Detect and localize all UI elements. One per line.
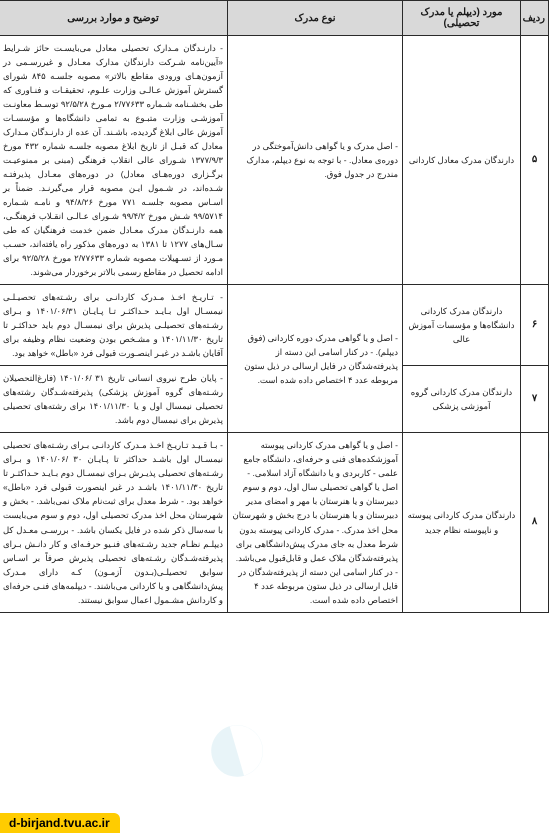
header-case: مورد (دیپلم یا مدرک تحصیلی) (404, 1, 522, 36)
table-row: ۵ دارندگان مدرک معادل کاردانی - اصل مدرک… (0, 36, 550, 285)
row-desc: - پایان طرح نیروی انسانی تاریخ ۳۱ /۱۴۰۱/… (0, 366, 229, 433)
header-row: ردیف مورد (دیپلم یا مدرک تحصیلی) نوع مدر… (0, 1, 550, 36)
row-desc: - تـاریـخ اخـذ مـدرک کاردانـی برای رشـته… (0, 285, 229, 366)
table-row: ۶ دارندگان مدرک کاردانی دانشگاه‌ها و مؤس… (0, 285, 550, 366)
row-number: ۷ (522, 366, 550, 433)
row-case: دارندگان مدرک کاردانی دانشگاه‌ها و مؤسسا… (404, 285, 522, 366)
header-num: ردیف (522, 1, 550, 36)
site-badge: d-birjand.tvu.ac.ir (0, 813, 121, 833)
row-number: ۶ (522, 285, 550, 366)
row-case: دارندگان مدرک کاردانی پیوسته و ناپیوسته … (404, 433, 522, 612)
row-case: دارندگان مدرک معادل کاردانی (404, 36, 522, 285)
row-type: - اصل مدرک و یا گواهی دانش‌آموختگی در دو… (229, 36, 404, 285)
qualifications-table: ردیف مورد (دیپلم یا مدرک تحصیلی) نوع مدر… (0, 0, 550, 613)
header-type: نوع مدرک (229, 1, 404, 36)
row-desc: - بـا قـیـد تـاریـخ اخـذ مـدرک کاردانـی … (0, 433, 229, 612)
row-desc: - دارنـدگان مـدارک تحصیلی معادل می‌بایسـ… (0, 36, 229, 285)
row-type: - اصل و یا گواهی مدرک کاردانی پیوسته آمو… (229, 433, 404, 612)
row-type: - اصل و یا گواهی مدرک دوره کاردانی (فوق … (229, 285, 404, 433)
row-number: ۵ (522, 36, 550, 285)
header-desc: توضیح و موارد بررسی (0, 1, 229, 36)
table-row: ۸ دارندگان مدرک کاردانی پیوسته و ناپیوست… (0, 433, 550, 612)
row-case: دارندگان مدرک کاردانی گروه آموزشی پزشکی (404, 366, 522, 433)
row-number: ۸ (522, 433, 550, 612)
